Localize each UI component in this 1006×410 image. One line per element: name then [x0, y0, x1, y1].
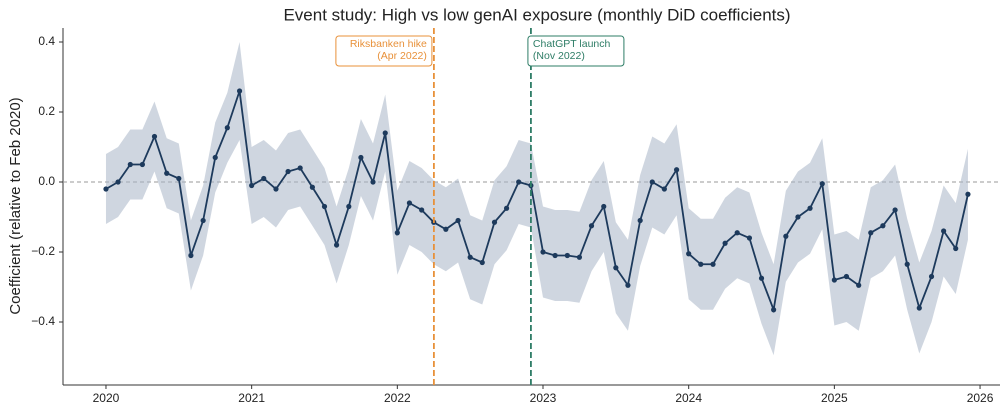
data-point	[151, 133, 158, 140]
data-point	[783, 233, 789, 239]
data-point	[746, 235, 753, 241]
event-label-text: Riksbanken hike	[350, 38, 427, 50]
data-point	[103, 186, 109, 192]
data-point	[661, 186, 667, 192]
y-tick-label: 0.2	[38, 104, 55, 118]
y-tick-label: 0.4	[38, 34, 55, 48]
data-point	[394, 230, 400, 236]
data-point	[503, 205, 510, 211]
x-tick-label: 2022	[384, 391, 411, 405]
data-point	[115, 179, 121, 185]
y-tick-label: −0.2	[31, 244, 55, 258]
coefficient-line	[105, 90, 969, 314]
data-point	[928, 273, 935, 280]
data-point	[382, 130, 388, 136]
data-point	[261, 175, 267, 182]
data-point	[843, 273, 850, 280]
data-point	[127, 161, 133, 168]
data-point	[613, 265, 619, 271]
data-point	[491, 219, 498, 225]
y-axis-label: Coefficient (relative to Feb 2020)	[7, 97, 24, 314]
x-tick-label: 2023	[530, 391, 557, 405]
data-point	[916, 305, 922, 311]
data-point	[710, 261, 716, 267]
data-point	[358, 154, 364, 161]
data-point	[333, 242, 340, 248]
data-point	[892, 207, 898, 213]
data-point	[588, 223, 595, 229]
data-point	[273, 186, 279, 192]
x-tick-label: 2020	[93, 391, 120, 405]
data-point	[941, 228, 947, 234]
data-point	[419, 207, 425, 213]
data-point	[443, 226, 449, 232]
data-point	[236, 88, 243, 94]
x-tick-label: 2021	[238, 391, 265, 405]
x-tick-label: 2024	[675, 391, 702, 405]
data-point	[309, 184, 316, 190]
y-tick-label: −0.4	[31, 314, 55, 328]
data-point	[856, 282, 862, 288]
data-point	[831, 277, 837, 283]
data-point	[200, 217, 206, 224]
data-point	[297, 165, 303, 171]
data-point	[540, 249, 546, 255]
y-tick-label: 0.0	[38, 174, 55, 188]
data-point	[722, 240, 728, 246]
data-point	[224, 125, 230, 131]
x-tick-label: 2025	[821, 391, 848, 405]
data-point	[795, 214, 801, 220]
data-point	[455, 217, 461, 224]
data-point	[212, 154, 218, 161]
data-point	[249, 182, 255, 189]
event-label: Riksbanken hike(Apr 2022)	[335, 35, 433, 67]
confidence-band	[105, 42, 968, 356]
data-point	[637, 217, 643, 224]
data-point	[564, 252, 570, 259]
data-point	[346, 203, 352, 210]
data-point	[698, 261, 704, 267]
data-point	[686, 251, 692, 257]
event-label-box	[335, 35, 433, 67]
data-point	[649, 179, 655, 185]
data-point	[880, 223, 886, 229]
data-point	[771, 307, 777, 313]
data-point	[953, 245, 959, 252]
data-point	[576, 254, 583, 260]
data-point	[625, 282, 631, 288]
data-point	[406, 200, 413, 206]
data-point	[370, 179, 376, 185]
data-point	[673, 167, 680, 173]
data-point	[965, 191, 971, 197]
data-point	[164, 170, 170, 176]
event-label-box	[527, 35, 625, 67]
data-point	[904, 261, 910, 267]
data-point	[321, 203, 328, 210]
data-point	[188, 252, 194, 259]
data-point	[467, 254, 473, 260]
event-label: ChatGPT launch(Nov 2022)	[527, 35, 625, 67]
event-label-text: (Nov 2022)	[533, 50, 585, 62]
data-point	[819, 181, 825, 187]
data-point	[734, 230, 740, 236]
data-point	[868, 230, 874, 236]
data-point	[516, 179, 522, 185]
data-point	[552, 252, 558, 259]
x-tick-label: 2026	[967, 391, 994, 405]
chart-title: Event study: High vs low genAI exposure …	[283, 5, 790, 24]
data-point	[285, 168, 291, 175]
data-point	[176, 175, 182, 182]
data-point	[601, 203, 607, 210]
data-point	[479, 259, 485, 266]
event-label-text: ChatGPT launch	[533, 38, 611, 50]
data-point	[758, 275, 765, 281]
data-point	[139, 161, 145, 168]
data-point	[807, 205, 813, 211]
event-label-text: (Apr 2022)	[377, 50, 427, 62]
